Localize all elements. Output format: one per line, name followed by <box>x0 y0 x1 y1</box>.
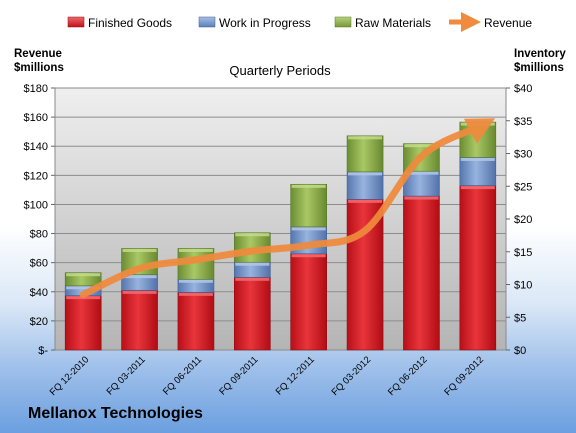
right-tick-label: $0 <box>514 345 526 357</box>
category-labels: FQ 12-2010 FQ 03-2011 FQ 06-2011 FQ 09-2011… <box>48 354 486 398</box>
left-axis-unit: $millions <box>14 62 64 74</box>
bar-cap-work-in-progress <box>66 286 101 290</box>
bar-raw-materials <box>346 135 384 173</box>
bar-finished-goods <box>459 185 497 351</box>
left-tick-label: $120 <box>24 170 48 182</box>
left-axis-ticks: $- $20 $40 $60 $80 $100 $120 $140 $160 $180 <box>24 83 55 357</box>
category-label: FQ 12-2010 <box>48 354 92 398</box>
bar-finished-goods <box>234 276 271 351</box>
category-label: FQ 03-2011 <box>105 354 148 397</box>
left-tick-label: $- <box>38 345 48 357</box>
left-tick-label: $20 <box>30 316 48 328</box>
bar-cap-work-in-progress <box>178 279 213 283</box>
bar-work-in-progress <box>346 171 384 200</box>
left-tick-label: $180 <box>24 83 48 95</box>
bar-finished-goods <box>64 295 102 351</box>
bar-finished-goods <box>177 292 215 351</box>
bar-cap-work-in-progress <box>122 275 157 279</box>
legend-label-revenue: Revenue <box>484 16 532 30</box>
bar-raw-materials <box>290 183 327 228</box>
left-tick-label: $60 <box>30 258 48 270</box>
bar-cap-finished-goods <box>178 292 213 296</box>
right-axis-unit: $millions <box>514 62 564 74</box>
right-axis-ticks: $0 $5 $10 $15 $20 $25 $30 $35 $40 <box>506 83 532 357</box>
category-label: FQ 09-2011 <box>217 354 260 397</box>
revenue-line <box>79 118 496 299</box>
right-tick-label: $15 <box>514 247 532 259</box>
legend-swatch-finished-goods <box>67 16 85 28</box>
bar-cap-work-in-progress <box>291 227 326 231</box>
category-label: FQ 06-2012 <box>386 354 430 398</box>
legend-label-work-in-progress: Work in Progress <box>219 16 311 30</box>
bar-cap-finished-goods <box>235 277 270 281</box>
legend: Finished Goods Work in Progress Raw Mate… <box>67 12 532 32</box>
company-name: Mellanox Technologies <box>28 405 203 422</box>
category-label: FQ 12-2011 <box>274 354 317 397</box>
bar-cap-work-in-progress <box>460 157 495 161</box>
bar-cap-raw-materials <box>291 184 326 188</box>
legend-swatch-raw-materials <box>334 16 352 28</box>
bar-cap-raw-materials <box>178 248 213 252</box>
left-axis-label: Revenue <box>14 48 62 60</box>
bar-cap-raw-materials <box>66 273 101 277</box>
bar-cap-finished-goods <box>404 196 439 200</box>
left-tick-label: $160 <box>24 112 48 124</box>
left-tick-label: $100 <box>24 199 48 211</box>
right-tick-label: $25 <box>514 181 532 193</box>
category-label: FQ 09-2012 <box>442 354 486 398</box>
legend-swatch-work-in-progress <box>198 16 216 28</box>
bar-cap-raw-materials <box>122 248 157 252</box>
right-axis-label: Inventory <box>514 48 566 60</box>
bar-cap-finished-goods <box>460 186 495 190</box>
bar-finished-goods <box>403 195 440 351</box>
right-tick-label: $40 <box>514 83 532 95</box>
chart-title: Quarterly Periods <box>229 63 331 78</box>
bar-cap-finished-goods <box>348 199 383 203</box>
bar-cap-finished-goods <box>122 290 157 294</box>
right-tick-label: $5 <box>514 312 526 324</box>
right-tick-label: $35 <box>514 116 532 128</box>
legend-label-finished-goods: Finished Goods <box>88 16 172 30</box>
bar-cap-finished-goods <box>291 254 326 258</box>
bar-finished-goods <box>346 199 384 351</box>
bar-work-in-progress <box>459 157 497 186</box>
left-tick-label: $140 <box>24 141 48 153</box>
bar-cap-raw-materials <box>235 233 270 237</box>
right-tick-label: $30 <box>514 149 532 161</box>
bar-cap-work-in-progress <box>404 171 439 175</box>
bar-cap-work-in-progress <box>348 172 383 176</box>
bar-cap-raw-materials <box>348 136 383 140</box>
revenue-series-line <box>79 118 496 299</box>
category-label: FQ 06-2011 <box>161 354 204 397</box>
bar-finished-goods <box>121 290 158 351</box>
bar-cap-work-in-progress <box>235 262 270 266</box>
right-tick-label: $20 <box>514 214 532 226</box>
legend-label-raw-materials: Raw Materials <box>355 16 431 30</box>
bar-cap-raw-materials <box>404 144 439 148</box>
right-tick-label: $10 <box>514 280 532 292</box>
left-tick-label: $40 <box>30 287 48 299</box>
bar-finished-goods <box>290 253 327 351</box>
category-label: FQ 03-2012 <box>330 354 374 398</box>
left-tick-label: $80 <box>30 229 48 241</box>
